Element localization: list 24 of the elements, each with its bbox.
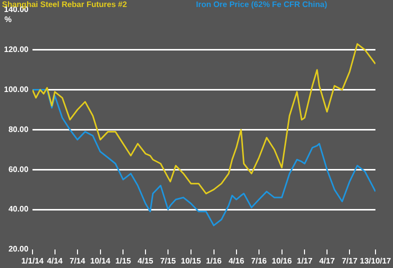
x-tick-label: 7/17: [342, 256, 358, 266]
text: Iron Ore Price (62% Fe CFR China): [196, 0, 328, 10]
x-tick-label: 1/17: [296, 256, 313, 266]
x-tick-label: 4/14: [47, 256, 64, 266]
y-tick-label: 20.00: [8, 244, 30, 254]
y-tick-label: 60.00: [8, 164, 30, 174]
x-tick-label: 4/17: [319, 256, 336, 266]
x-tick-label: 7/16: [251, 256, 268, 266]
y-tick-label: 80.00: [8, 124, 30, 134]
x-tick-label: 10/14: [90, 256, 111, 266]
y-tick-label: 100.00: [4, 85, 30, 94]
x-tick-label: 4/15: [138, 256, 154, 266]
x-tick-label: 1/16: [206, 256, 222, 266]
x-tick-label: 7/15: [160, 256, 176, 266]
y-tick-label: 40.00: [8, 204, 30, 214]
y-axis-title: %: [4, 15, 12, 24]
x-tick-label: 1/15: [115, 256, 132, 266]
y-tick-label: 120.00: [4, 45, 30, 54]
x-tick-label: 7/14: [70, 256, 86, 266]
x-tick-label: 1/1/14: [21, 256, 44, 266]
x-tick-label: 13/10/17: [360, 256, 392, 266]
x-tick-label: 10/16: [272, 256, 292, 266]
x-tick-label: 10/15: [180, 256, 202, 266]
x-tick-label: 4/16: [228, 256, 245, 266]
